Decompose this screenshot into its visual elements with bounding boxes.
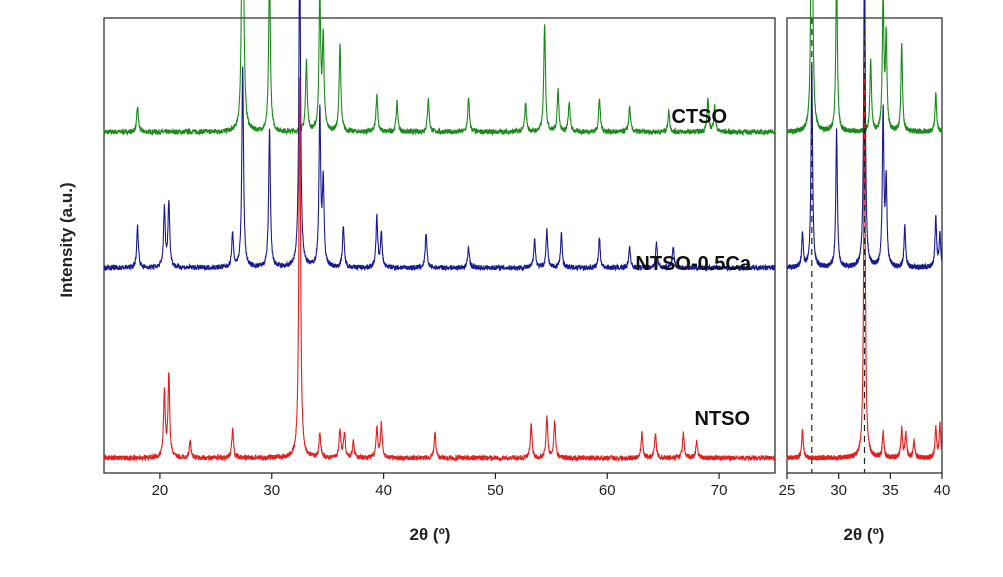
main-x-axis-label: 2θ (º) xyxy=(410,525,451,544)
main-x-tick-label-50: 50 xyxy=(487,482,504,499)
zoom-x-ticks: 25 30 35 40 xyxy=(779,473,951,499)
series-line-ntso xyxy=(103,77,776,463)
series-line-ntso-0-5ca xyxy=(103,0,776,272)
main-x-tick-label-30: 30 xyxy=(263,482,280,499)
main-plot-frame xyxy=(103,17,776,474)
series-label-ntso-0-5ca: NTSO-0.5Ca xyxy=(635,253,751,275)
series-labels: CTSO NTSO-0.5Ca NTSO xyxy=(635,106,751,430)
series-label-ctso: CTSO xyxy=(671,106,727,128)
zoom-series-line-ntso-0-5ca xyxy=(786,0,943,271)
main-x-tick-label-20: 20 xyxy=(152,482,169,499)
main-x-tick-label-60: 60 xyxy=(599,482,616,499)
zoom-x-tick-label-35: 35 xyxy=(882,482,899,499)
zoom-x-tick-label-30: 30 xyxy=(830,482,847,499)
series-label-ntso: NTSO xyxy=(694,408,750,430)
main-panel: 20 30 40 50 60 70 CTSO NTSO-0.5Ca NTSO 2θ (º) xyxy=(103,0,776,544)
zoom-x-axis-label: 2θ (º) xyxy=(844,525,885,544)
zoom-reference-lines xyxy=(811,18,866,473)
y-axis-label: Intensity (a.u.) xyxy=(57,182,76,297)
series-line-ctso xyxy=(103,0,776,137)
main-x-tick-label-40: 40 xyxy=(375,482,392,499)
zoom-x-tick-label-25: 25 xyxy=(779,482,796,499)
main-x-tick-label-70: 70 xyxy=(711,482,728,499)
zoom-panel: 25 30 35 40 2θ (º) xyxy=(779,0,951,544)
main-series-group xyxy=(103,0,776,463)
main-x-ticks: 20 30 40 50 60 70 xyxy=(152,473,728,499)
zoom-x-tick-label-40: 40 xyxy=(934,482,951,499)
